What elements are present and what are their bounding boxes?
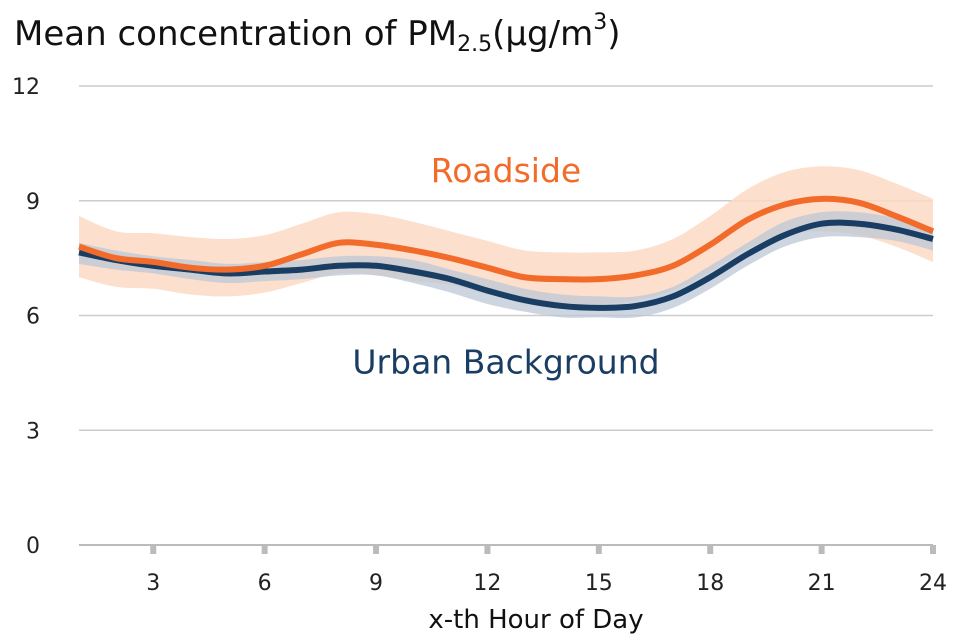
data-point-urban-background	[671, 294, 676, 299]
x-tick-label: 9	[369, 571, 383, 596]
data-point-roadside	[188, 265, 193, 270]
data-point-roadside	[708, 242, 713, 247]
data-point-roadside	[336, 240, 341, 245]
data-point-roadside	[374, 242, 379, 247]
data-point-urban-background	[596, 305, 601, 310]
x-tick-label: 21	[808, 571, 836, 596]
data-point-roadside	[114, 256, 119, 261]
data-point-roadside	[485, 265, 490, 270]
x-tick-label: 6	[258, 571, 272, 596]
data-point-roadside	[931, 229, 936, 234]
y-tick-label: 9	[26, 190, 40, 215]
line-urban-background	[78, 219, 934, 311]
data-point-roadside	[262, 263, 267, 268]
data-point-roadside	[151, 259, 156, 264]
data-point-roadside	[225, 267, 230, 272]
x-axis-label: x-th Hour of Day	[428, 605, 643, 635]
data-point-roadside	[522, 275, 527, 280]
data-point-urban-background	[485, 288, 490, 293]
title-unit-open: (μg/m	[492, 14, 594, 54]
series-lines	[77, 195, 936, 311]
title-subscript: 2.5	[457, 32, 493, 57]
x-tick-label: 3	[146, 571, 160, 596]
data-point-urban-background	[931, 237, 936, 242]
data-point-urban-background	[633, 303, 638, 308]
x-tick-label: 12	[473, 571, 501, 596]
data-point-roadside	[596, 277, 601, 282]
data-point-roadside	[745, 217, 750, 222]
title-superscript: 3	[593, 10, 608, 35]
data-point-urban-background	[856, 221, 861, 226]
series-label-urban-background: Urban Background	[352, 342, 659, 381]
chart-title: Mean concentration of PM2.5(μg/m3)	[14, 10, 620, 58]
data-point-roadside	[782, 202, 787, 207]
x-tick-label: 24	[919, 571, 947, 596]
title-main: Mean concentration of PM	[14, 14, 458, 54]
data-point-urban-background	[448, 277, 453, 282]
data-point-urban-background	[782, 233, 787, 238]
y-tick-label: 6	[26, 305, 40, 330]
data-point-urban-background	[336, 263, 341, 268]
data-point-roadside	[856, 200, 861, 205]
x-tick-label: 18	[696, 571, 724, 596]
data-point-roadside	[671, 263, 676, 268]
y-tick-label: 3	[26, 419, 40, 444]
data-point-urban-background	[262, 269, 267, 274]
data-point-roadside	[633, 273, 638, 278]
data-point-roadside	[819, 196, 824, 201]
labels: 0 3 6 9 12 3 6 9 12 15 18 21 24 x-th Hour of Day Roads…	[12, 75, 947, 635]
series-label-roadside: Roadside	[431, 151, 581, 190]
data-point-urban-background	[893, 227, 898, 232]
data-point-roadside	[893, 214, 898, 219]
data-point-urban-background	[522, 298, 527, 303]
axes	[79, 544, 936, 554]
data-point-roadside	[77, 244, 82, 249]
data-point-urban-background	[299, 267, 304, 272]
data-point-roadside	[448, 256, 453, 261]
data-point-roadside	[299, 252, 304, 257]
y-tick-label: 0	[26, 534, 40, 559]
data-point-roadside	[411, 248, 416, 253]
data-point-urban-background	[819, 221, 824, 226]
line-roadside	[78, 195, 935, 283]
data-point-urban-background	[559, 303, 564, 308]
data-point-urban-background	[374, 263, 379, 268]
data-point-urban-background	[745, 252, 750, 257]
title-unit-close: )	[607, 14, 621, 54]
data-point-roadside	[559, 277, 564, 282]
data-point-urban-background	[77, 250, 82, 255]
y-tick-label: 12	[12, 75, 40, 100]
x-tick-label: 15	[585, 571, 613, 596]
data-point-urban-background	[411, 269, 416, 274]
data-point-urban-background	[708, 275, 713, 280]
